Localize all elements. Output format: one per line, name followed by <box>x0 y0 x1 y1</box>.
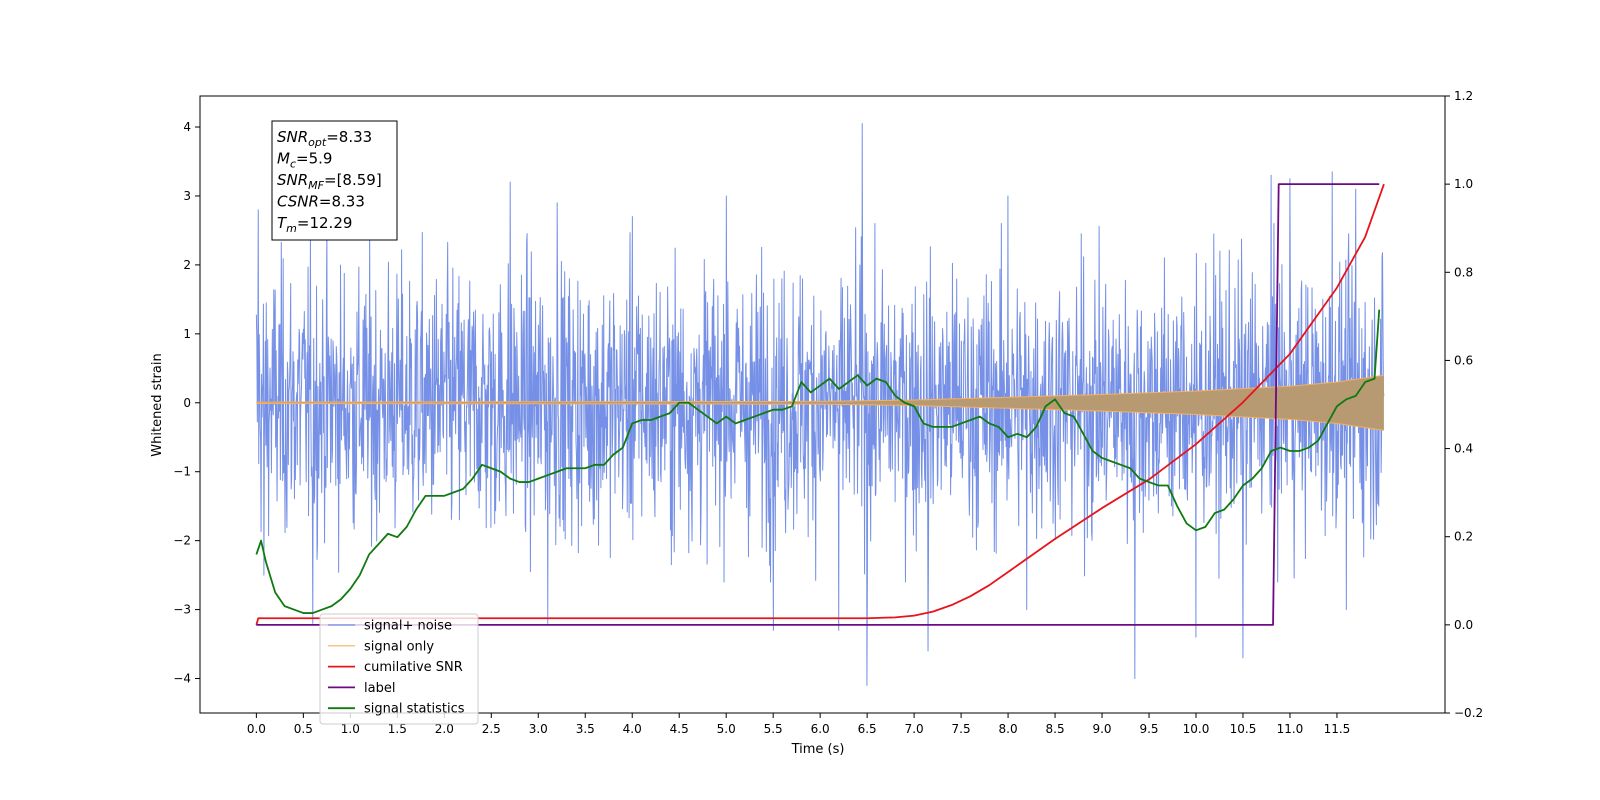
x-tick-label: 10.0 <box>1183 722 1210 736</box>
x-tick-label: 5.5 <box>764 722 783 736</box>
y2-tick-label: 0.2 <box>1454 530 1473 544</box>
y2-tick-label: 0.6 <box>1454 353 1473 367</box>
x-tick-label: 0.0 <box>247 722 266 736</box>
annotation-symbol: SNR <box>277 171 308 189</box>
annotation-frame <box>271 120 398 241</box>
line-series <box>255 183 1385 626</box>
y-tick-label: 2 <box>183 258 191 272</box>
plot-frame <box>199 95 1446 714</box>
x-tick-label: 2.0 <box>435 722 454 736</box>
legend-frame <box>319 613 479 725</box>
y-tick-label: 0 <box>183 396 191 410</box>
x-tick-label: 4.5 <box>670 722 689 736</box>
x-tick-label: 5.0 <box>717 722 736 736</box>
x-tick-label: 11.5 <box>1324 722 1351 736</box>
x-tick-label: 9.0 <box>1092 722 1111 736</box>
y2-tick-label: 0.0 <box>1454 618 1473 632</box>
signal-only-upper <box>256 374 1384 403</box>
x-tick-label: 6.0 <box>811 722 830 736</box>
y2-tick-label: 1.0 <box>1454 177 1473 191</box>
annotation-value: =[8.59] <box>324 171 382 189</box>
legend-label: label <box>364 681 395 696</box>
annotation-subscript: opt <box>308 136 327 149</box>
x-tick-label: 6.5 <box>858 722 877 736</box>
x-tick-label: 0.5 <box>294 722 313 736</box>
annotation-line: SNRMF=[8.59] <box>277 171 382 192</box>
x-tick-label: 8.0 <box>999 722 1018 736</box>
x-tick-label: 2.5 <box>482 722 501 736</box>
x-tick-label: 7.5 <box>952 722 971 736</box>
annotation-subscript: c <box>290 158 296 171</box>
signal-only-band <box>256 375 1384 431</box>
snr-annotation-box: SNRopt=8.33Mc=5.9SNRMF=[8.59]CSNR=8.33Tm… <box>271 120 398 241</box>
x-tick-label: 11.0 <box>1277 722 1304 736</box>
annotation-subscript: MF <box>308 179 324 192</box>
annotation-line: Mc=5.9 <box>277 150 332 171</box>
annotation-symbol: T <box>277 214 288 232</box>
plot-area <box>255 123 1385 686</box>
annotation-line: CSNR=8.33 <box>277 193 365 211</box>
signal-noise-line <box>255 123 1385 686</box>
x-tick-label: 3.0 <box>529 722 548 736</box>
y2-tick-label: −0.2 <box>1454 706 1483 720</box>
y-tick-label: 3 <box>183 189 191 203</box>
x-tick-label: 9.5 <box>1139 722 1158 736</box>
annotation-value: =8.33 <box>319 193 365 211</box>
annotation-value: =12.29 <box>297 214 353 232</box>
legend-label: signal statistics <box>364 702 465 717</box>
y-axis-left: −4 −3 −2 −1 0 1 2 3 4 <box>173 120 200 686</box>
x-axis: 0.0 0.5 1.0 1.5 2.0 2.5 3.0 3.5 4.0 4.5 5.0 5.5 6.0 6… <box>247 713 1350 736</box>
y-tick-label: 4 <box>183 120 191 134</box>
y-tick-label: −4 <box>173 672 191 686</box>
y2-tick-label: 1.2 <box>1454 89 1473 103</box>
annotation-line: SNRopt=8.33 <box>277 128 372 149</box>
x-tick-label: 8.5 <box>1046 722 1065 736</box>
label-line <box>256 183 1380 626</box>
annotation-symbol: CSNR <box>277 193 319 211</box>
x-axis-label: Time (s) <box>791 742 845 757</box>
y2-tick-label: 0.8 <box>1454 265 1473 279</box>
annotation-line: Tm=12.29 <box>277 214 352 235</box>
cumulative-snr-line <box>255 183 1385 626</box>
legend: signal+ noise signal only cumilative SNR la… <box>319 613 479 725</box>
signal-statistics-line <box>255 309 1381 614</box>
legend-label: cumilative SNR <box>364 660 463 675</box>
x-tick-label: 10.5 <box>1230 722 1257 736</box>
x-tick-label: 3.5 <box>576 722 595 736</box>
annotation-symbol: SNR <box>277 128 308 146</box>
signal-only-trace <box>256 374 1384 431</box>
x-tick-label: 7.0 <box>905 722 924 736</box>
y-tick-label: −3 <box>173 603 191 617</box>
annotation-value: =5.9 <box>296 150 332 168</box>
legend-label: signal+ noise <box>364 619 452 634</box>
x-tick-label: 1.5 <box>388 722 407 736</box>
legend-label: signal only <box>364 639 434 654</box>
annotation-symbol: M <box>277 150 290 168</box>
y2-tick-label: 0.4 <box>1454 442 1473 456</box>
y-tick-label: −1 <box>173 465 191 479</box>
y-axis-label: Whitened strain <box>150 353 165 456</box>
y-axis-right: −0.2 0.0 0.2 0.4 0.6 0.8 1.0 1.2 <box>1445 89 1483 720</box>
annotation-subscript: m <box>286 222 297 235</box>
y-tick-label: 1 <box>183 327 191 341</box>
y-tick-label: −2 <box>173 534 191 548</box>
x-tick-label: 4.0 <box>623 722 642 736</box>
signal-noise-trace <box>255 123 1385 686</box>
annotation-value: =8.33 <box>326 128 372 146</box>
x-tick-label: 1.0 <box>341 722 360 736</box>
signal-only-lower <box>256 402 1384 431</box>
